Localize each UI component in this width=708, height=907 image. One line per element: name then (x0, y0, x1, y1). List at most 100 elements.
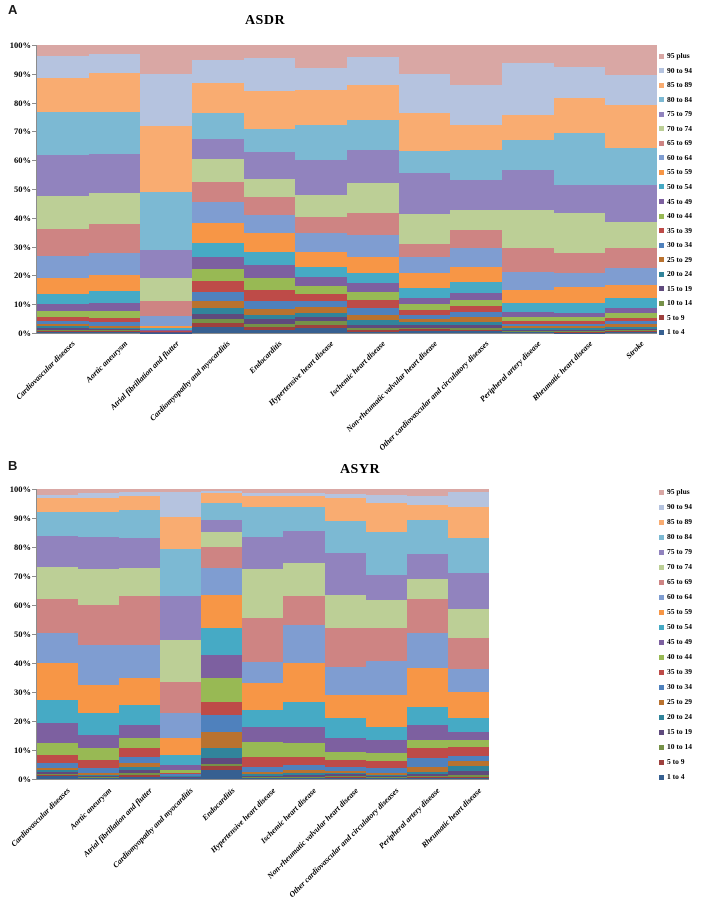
legend-color-chip (659, 111, 664, 117)
bar-segment (242, 757, 284, 768)
y-tick-label: 20% (14, 270, 31, 281)
bar-segment (191, 222, 244, 243)
bar-segment (283, 563, 325, 597)
stacked-bar-6 (295, 45, 347, 333)
bar-segment (78, 759, 120, 769)
bar-segment (160, 776, 202, 777)
legend-item: 85 to 89 (659, 517, 692, 527)
bar-segment (447, 756, 489, 762)
legend-item: 25 to 29 (659, 255, 692, 265)
bar-segment (605, 308, 657, 314)
bar-segment (406, 758, 448, 768)
bar-segment (201, 654, 243, 679)
bar-segment (119, 492, 161, 496)
bar-segment (37, 324, 89, 327)
bar-segment (447, 717, 489, 733)
legend-item: 65 to 69 (659, 138, 692, 148)
bar-segment (346, 45, 399, 58)
bar-segment (365, 777, 407, 779)
bar-segment (398, 297, 451, 305)
bar-segment (283, 492, 325, 496)
bar-segment (242, 618, 284, 663)
bar-segment (398, 329, 451, 331)
bar-segment (450, 299, 502, 307)
bar-segment (450, 327, 502, 330)
bar-segment (88, 302, 141, 312)
bar-segment (37, 311, 89, 318)
legend-label: 85 to 89 (667, 80, 692, 90)
bar-segment (243, 318, 296, 325)
bar-segment (37, 770, 79, 773)
legend-item: 45 to 49 (659, 197, 692, 207)
bar-segment (160, 770, 202, 773)
panel-asdr: A ASDR 100% 90% 80% 70% 60% 50% 40% 30% 20% 10% 0%… (0, 0, 708, 452)
bar-segment (365, 772, 407, 775)
bar-segment (346, 57, 399, 86)
y-tick-label: 60% (14, 600, 31, 610)
y-tick-mark (32, 692, 36, 693)
bar-segment (160, 640, 202, 683)
stacked-bar-8 (398, 45, 451, 333)
bar-segment (78, 777, 120, 779)
y-tick-label: 50% (14, 629, 31, 639)
bar-segment (447, 771, 489, 776)
bar-segment (283, 778, 325, 779)
bar-segment (365, 774, 407, 777)
legend-color-chip (659, 669, 664, 675)
y-tick-mark (32, 189, 36, 190)
bar-segment (160, 682, 202, 713)
legend-item: 50 to 54 (659, 622, 692, 632)
bar-segment (191, 159, 244, 183)
bar-segment (160, 755, 202, 766)
bar-segment (501, 312, 554, 317)
legend-color-chip (659, 286, 664, 292)
bar-segment (406, 505, 448, 520)
bar-segment (553, 133, 606, 186)
bar-segment (119, 645, 161, 679)
bar-segment (283, 489, 325, 493)
bar-segment (324, 777, 366, 779)
bar-segment (119, 776, 161, 779)
bar-segment (501, 331, 554, 332)
stacked-bar-6 (242, 489, 284, 779)
bar-segment (398, 318, 451, 323)
bar-segment (191, 308, 244, 315)
bar-segment (501, 140, 554, 171)
bar-segment (447, 732, 489, 740)
y-tick-mark (32, 750, 36, 751)
legend-label: 95 plus (667, 51, 690, 60)
bar-segment (605, 313, 657, 318)
bar-segment (191, 182, 244, 203)
y-tick-label: 70% (14, 571, 31, 581)
bar-segment (605, 105, 657, 149)
y-tick-mark (32, 547, 36, 548)
bar-segment (450, 210, 502, 230)
legend-label: 90 to 94 (667, 502, 692, 511)
bar-segment (191, 269, 244, 281)
bar-segment (140, 278, 192, 302)
legend-color-chip (659, 774, 664, 780)
bar-segment (346, 300, 399, 308)
legend-label: 45 to 49 (667, 196, 692, 206)
bar-segment (140, 301, 192, 317)
bar-segment (447, 761, 489, 766)
bar-segment (78, 645, 120, 686)
legend-label: 40 to 44 (667, 211, 692, 221)
bar-segment (160, 777, 202, 778)
legend-label: 25 to 29 (667, 697, 692, 706)
legend-color-chip (659, 519, 664, 525)
bar-segment (119, 495, 161, 511)
bar-segment (553, 317, 606, 321)
legend-label: 50 to 54 (667, 181, 692, 191)
legend-color-chip (659, 504, 664, 510)
bar-segment (553, 185, 606, 213)
bar-segment (365, 760, 407, 769)
bar-segment (346, 213, 399, 236)
stacked-bar-2 (78, 489, 120, 779)
chart-title-asdr: ASDR (244, 13, 286, 28)
bar-segment (160, 712, 202, 739)
bar-segment (88, 329, 141, 331)
bar-segment (88, 331, 141, 333)
bar-segment (398, 172, 451, 214)
bar-segment (243, 314, 296, 319)
